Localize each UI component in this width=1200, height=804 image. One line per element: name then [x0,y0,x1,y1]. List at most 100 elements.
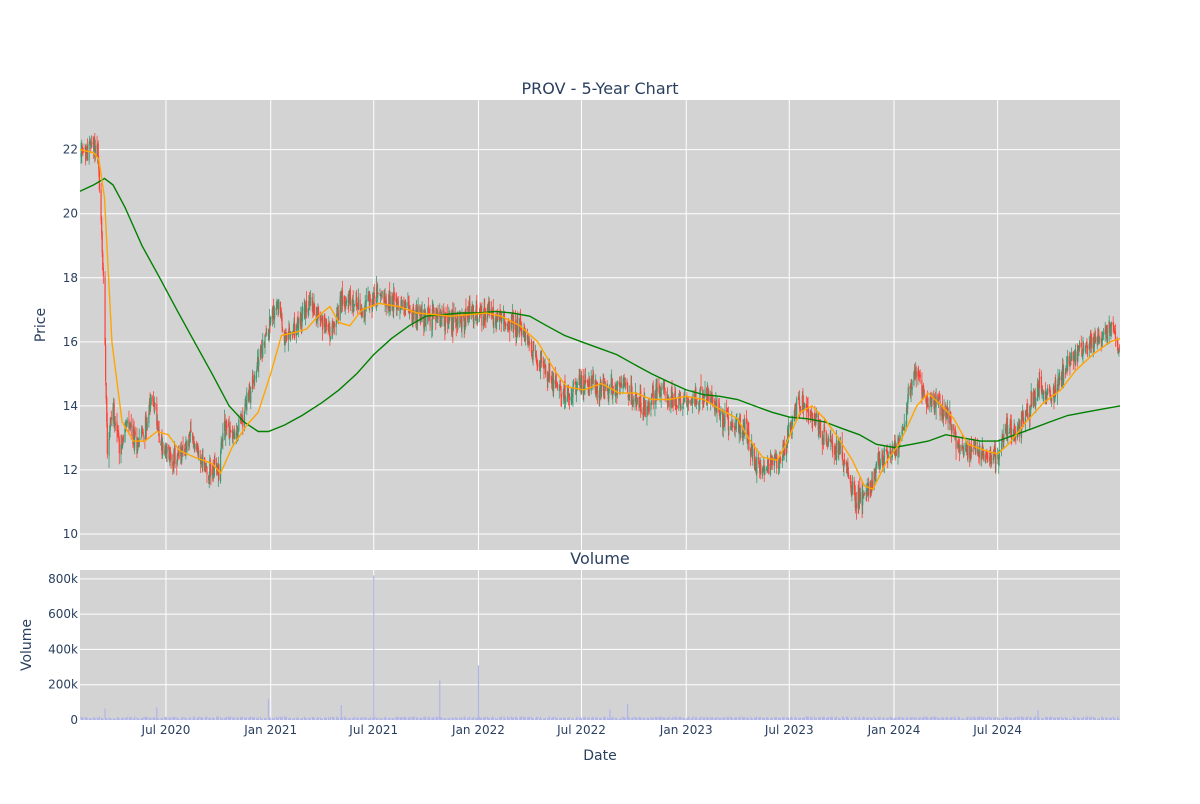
volume-bar [1107,719,1108,720]
volume-x-tick-label: Jul 2020 [141,723,191,737]
volume-bar [497,718,498,720]
volume-bar [509,717,510,720]
candle [645,400,646,417]
candle [533,341,534,351]
volume-bar [768,719,769,720]
volume-bar [888,718,889,720]
volume-bar [418,719,419,720]
price-y-tick-label: 22 [63,143,78,157]
volume-bar [266,719,267,720]
volume-bar [1015,717,1016,720]
volume-bar [952,717,953,720]
volume-bar [987,717,988,720]
volume-bar [167,719,168,720]
volume-y-tick-label: 0 [70,713,78,727]
volume-bar [242,719,243,720]
volume-bar [246,718,247,720]
volume-bar [637,719,638,720]
volume-bar [453,718,454,720]
volume-bar [1043,719,1044,720]
volume-bar [712,718,713,720]
volume-x-tick-label: Jan 2022 [451,723,505,737]
volume-bar [1011,718,1012,720]
volume-bar [151,718,152,720]
volume-bar [728,717,729,720]
volume-bar [521,717,522,720]
volume-bar [1083,717,1084,720]
volume-bar [840,719,841,720]
candle [627,383,628,394]
volume-bar [91,718,92,720]
volume-bar [485,717,486,720]
volume-bar [1039,719,1040,720]
volume-bar [294,718,295,720]
volume-bar [864,718,865,720]
volume-bar [816,718,817,720]
volume-bar [127,717,128,720]
volume-bar-spike [268,699,269,720]
volume-bar [736,718,737,720]
volume-bar [469,717,470,720]
volume-bar [342,717,343,720]
volume-bar [378,717,379,720]
volume-bar [792,719,793,720]
volume-bar [585,718,586,720]
volume-bar [720,718,721,720]
volume-bar [354,717,355,720]
volume-x-tick-label: Jan 2024 [867,723,921,737]
volume-bar [836,716,837,720]
volume-bar-spike [156,707,157,720]
volume-bar [924,717,925,720]
volume-bar [956,719,957,720]
volume-bar [677,718,678,720]
volume-y-axis-title: Volume [19,619,35,671]
volume-bar [457,719,458,720]
price-y-axis-title: Price [33,308,49,342]
volume-x-tick-label: Jan 2021 [243,723,297,737]
volume-y-tick-label: 800k [48,572,78,586]
volume-bar [286,717,287,720]
volume-bar [111,719,112,720]
volume-bar [334,719,335,720]
volume-bar [258,718,259,720]
volume-bar [135,719,136,720]
price-y-tick-label: 12 [63,463,78,477]
volume-bar [1115,719,1116,720]
volume-bar [553,717,554,720]
volume-bar [222,718,223,720]
volume-bar [928,718,929,720]
volume-bar [1103,718,1104,720]
volume-bar [230,717,231,720]
volume-bar [685,719,686,720]
volume-bar [326,718,327,720]
volume-bar [880,718,881,720]
volume-bar [262,719,263,720]
volume-bar [804,717,805,720]
volume-bar [314,719,315,720]
volume-bar [844,719,845,720]
volume-bar [210,718,211,720]
volume-bar [282,719,283,720]
volume-bar [350,718,351,720]
volume-bar [338,717,339,720]
volume-bar [772,719,773,720]
volume-bar [569,718,570,720]
volume-bar [1055,718,1056,720]
volume-bar [828,717,829,720]
volume-bar [701,717,702,720]
volume-bar [593,718,594,720]
volume-bar [796,718,797,720]
volume-bar [529,718,530,720]
volume-bar [601,719,602,720]
volume-bar [87,719,88,720]
volume-bar [971,717,972,720]
volume-bar [274,718,275,720]
volume-bar [194,718,195,720]
volume-bar [852,719,853,720]
volume-bar [716,718,717,720]
price-y-tick-label: 18 [63,271,78,285]
volume-bar [183,717,184,720]
volume-bar [621,717,622,720]
volume-bar [147,717,148,720]
volume-bar [1047,717,1048,720]
